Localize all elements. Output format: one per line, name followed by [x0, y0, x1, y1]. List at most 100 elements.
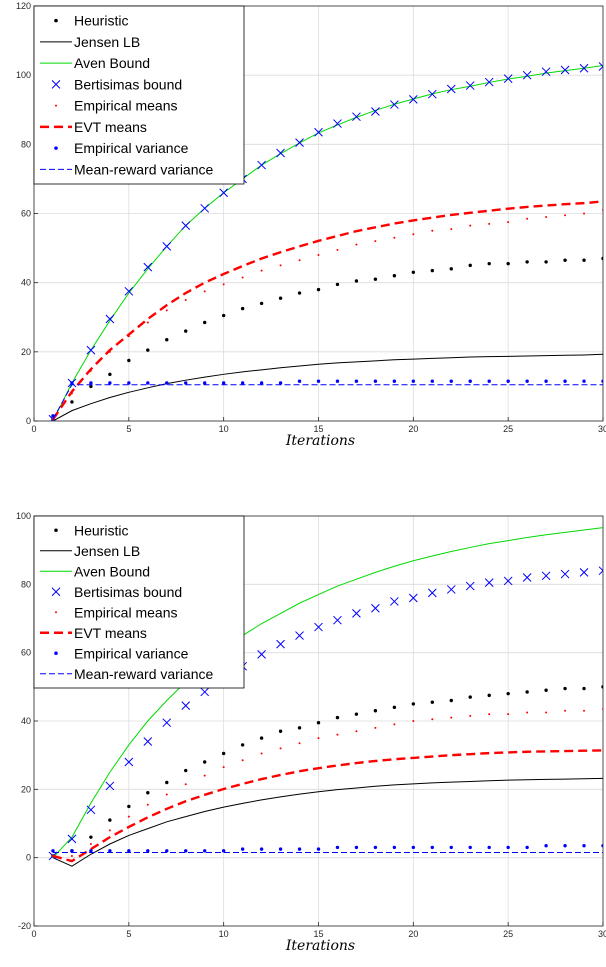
series-empirical-means	[51, 708, 603, 857]
data-point	[468, 695, 472, 699]
chart-1: 0 5 10 15 20 25 30 0 20 40 60 80 100 120 Iterations Heu…	[16, 1, 606, 449]
data-point	[259, 381, 264, 385]
legend-item: Bertisimas bound	[51, 76, 182, 92]
plot-series-group	[48, 62, 603, 421]
data-point	[259, 301, 264, 306]
legend-label: EVT means	[74, 119, 147, 135]
data-point	[355, 730, 358, 733]
data-point	[449, 379, 453, 383]
data-point	[582, 686, 586, 691]
data-point	[203, 849, 207, 853]
data-point	[240, 847, 245, 851]
data-point	[278, 847, 283, 851]
legend-swatch	[51, 80, 61, 89]
legend-swatch	[54, 528, 58, 533]
data-point	[446, 84, 456, 94]
data-point	[165, 793, 168, 796]
series-line	[52, 353, 603, 421]
data-point	[241, 276, 244, 279]
data-point	[222, 283, 225, 286]
plot-series-group	[48, 527, 603, 867]
legend-item: Heuristic	[54, 522, 128, 538]
x-tick-label: 30	[598, 929, 606, 939]
data-point	[89, 849, 93, 853]
data-point	[221, 751, 226, 756]
legend-swatch	[54, 18, 58, 23]
data-point	[522, 573, 532, 582]
data-point	[146, 849, 150, 853]
x-tick-label: 0	[31, 929, 36, 939]
data-point	[335, 379, 340, 383]
x-tick-label: 10	[219, 929, 229, 939]
legend-swatch	[55, 104, 57, 107]
data-point	[427, 588, 437, 598]
data-point	[70, 400, 74, 404]
data-point	[278, 729, 283, 733]
series-line	[52, 749, 603, 863]
data-point	[374, 240, 377, 243]
legend-item: Jensen LB	[40, 543, 140, 559]
data-point	[503, 576, 513, 586]
data-point	[582, 379, 586, 383]
data-point	[108, 381, 112, 385]
series-mean-reward-variance	[52, 384, 603, 420]
legend-label: EVT means	[74, 625, 147, 641]
legend-item: Heuristic	[54, 13, 128, 29]
data-point	[431, 229, 434, 232]
data-point	[469, 714, 472, 717]
data-point	[541, 571, 551, 581]
data-point	[70, 849, 74, 853]
data-point	[484, 77, 494, 87]
data-point	[257, 160, 266, 170]
data-point	[354, 845, 359, 850]
data-point	[124, 286, 134, 296]
data-point	[488, 222, 491, 225]
data-point	[563, 258, 567, 262]
data-point	[146, 803, 149, 806]
data-point	[506, 691, 510, 696]
data-point	[143, 262, 153, 272]
data-point	[221, 849, 226, 853]
data-point	[430, 845, 434, 850]
data-point	[127, 804, 131, 809]
legend-label: Bertisimas bound	[74, 76, 182, 92]
series-aven-bound	[52, 64, 603, 421]
data-point	[317, 254, 320, 256]
series-line	[52, 384, 603, 420]
y-tick-label: 100	[16, 511, 31, 521]
data-point	[506, 379, 510, 383]
data-point	[354, 712, 359, 716]
y-tick-label: 100	[16, 70, 31, 80]
data-point	[583, 212, 586, 215]
data-point	[579, 568, 589, 577]
data-point	[276, 148, 285, 158]
legend-item: Aven Bound	[40, 55, 150, 71]
data-point	[392, 705, 397, 710]
data-point	[89, 835, 93, 839]
data-point	[469, 224, 472, 227]
x-tick-label: 30	[598, 424, 606, 434]
data-point	[203, 290, 206, 293]
series-evt-means	[51, 200, 603, 420]
data-point	[411, 702, 416, 706]
legend: Heuristic Jensen LB Aven Bound Bertisimas b…	[33, 5, 245, 185]
legend-item: Aven Bound	[40, 563, 150, 579]
data-point	[200, 203, 210, 213]
data-point	[89, 381, 93, 385]
data-point	[450, 716, 453, 719]
y-tick-label: 60	[21, 648, 31, 658]
data-point	[392, 845, 397, 850]
data-point	[468, 263, 472, 268]
legend-label: Empirical variance	[74, 645, 189, 661]
data-point	[298, 259, 301, 262]
data-point	[468, 845, 472, 850]
data-point	[184, 329, 188, 333]
x-tick-label: 5	[126, 424, 131, 434]
data-point	[335, 282, 340, 287]
data-point	[165, 849, 169, 853]
data-point	[336, 733, 339, 736]
data-point	[297, 847, 302, 851]
legend-item: Mean-reward variance	[40, 666, 213, 682]
y-tick-label: 20	[21, 784, 31, 794]
